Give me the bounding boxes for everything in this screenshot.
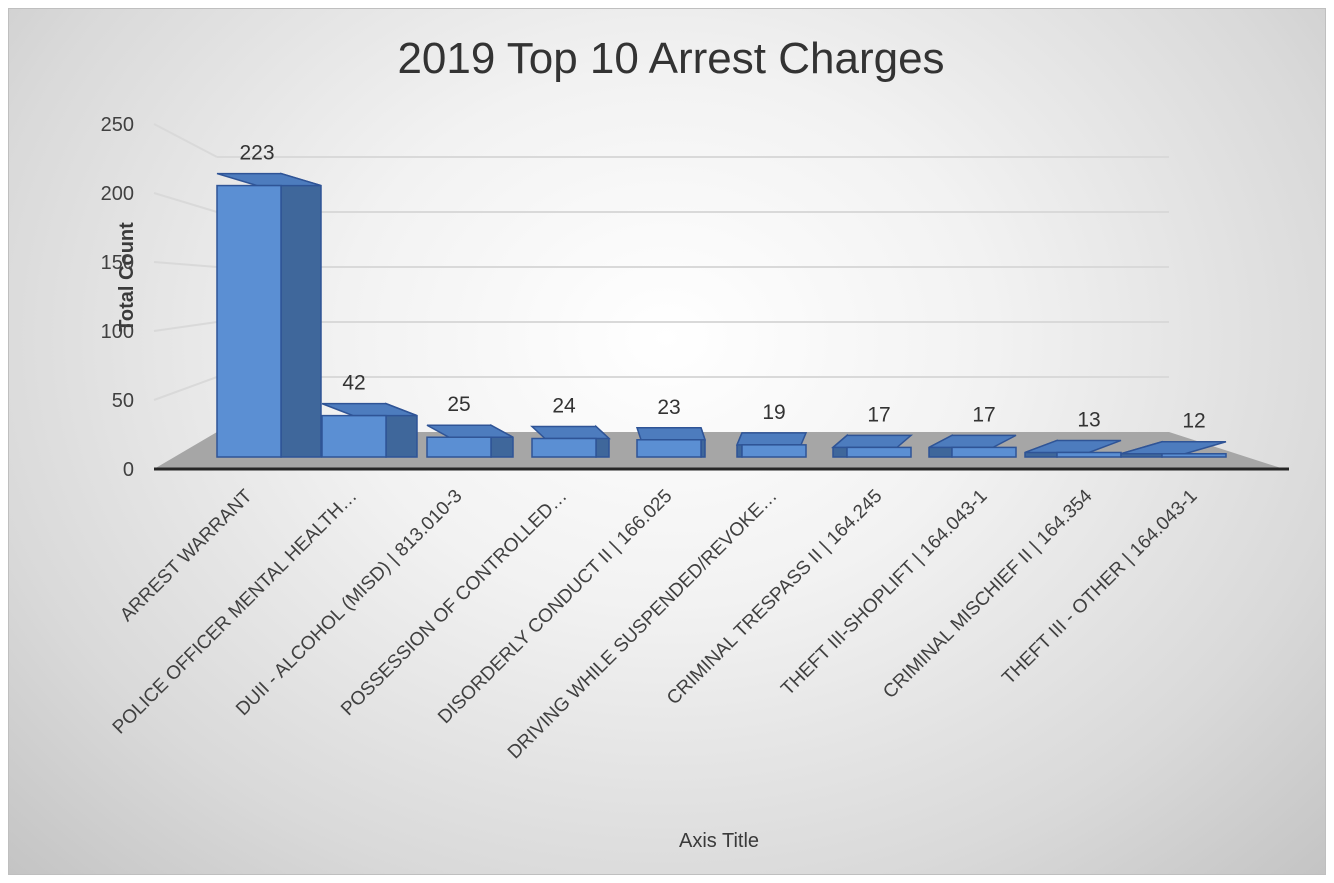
y-tick-label: 200 [101, 183, 134, 205]
chart-title: 2019 Top 10 Arrest Charges [397, 34, 944, 83]
bar-top-face [635, 427, 707, 441]
bar [321, 402, 418, 458]
x-axis-title: Axis Title [679, 830, 759, 852]
bar-front-face [636, 439, 702, 458]
bar-front-face [531, 437, 597, 458]
bar [426, 423, 514, 458]
y-tick-label: 100 [101, 321, 134, 343]
y-axis-title: Total Count [116, 222, 138, 332]
bar [530, 424, 611, 458]
bar-front-face [741, 444, 807, 458]
bar-top-face [735, 432, 808, 446]
bar-top-face [830, 434, 914, 449]
data-label: 23 [657, 396, 680, 419]
y-tick-label: 0 [123, 459, 134, 481]
bar [1024, 439, 1122, 458]
y-tick-label: 250 [101, 114, 134, 136]
category-label: POLICE OFFICER MENTAL HEALTH… [109, 486, 362, 739]
category-label: CRIMINAL MISCHIEF II | 164.354 [879, 485, 1096, 702]
bar-front-face [951, 446, 1017, 458]
bar-front-face [321, 414, 387, 458]
data-label: 13 [1077, 408, 1100, 431]
bar-front-face [216, 184, 282, 458]
gridline-connector [153, 321, 218, 332]
y-tick-label: 50 [112, 390, 134, 412]
bar-chart-3d: 2019 Top 10 Arrest Charges Total Count A… [101, 34, 1289, 852]
bar-front-face [1056, 451, 1122, 458]
bar-top-face [426, 424, 514, 438]
gridline-connector [153, 261, 218, 268]
category-label: THEFT III-SHOPLIFT | 164.043-1 [777, 486, 991, 700]
gridline-connector [153, 376, 218, 401]
y-tick-label: 150 [101, 252, 134, 274]
data-label: 17 [867, 403, 890, 426]
data-label: 25 [447, 393, 470, 416]
bar [830, 433, 914, 458]
bar [928, 434, 1017, 458]
gridline-connector [153, 192, 218, 213]
bar-top-face [321, 402, 418, 417]
bar-top-face [530, 425, 611, 440]
category-label: CRIMINAL TRESPASS II | 164.245 [663, 486, 886, 709]
bar-front-face [426, 436, 492, 458]
data-label: 17 [972, 403, 995, 426]
category-label: DISORDERLY CONDUCT II | 166.025 [434, 486, 676, 728]
bar-side-face [280, 172, 322, 458]
category-label: THEFT III - OTHER | 164.043-1 [998, 486, 1201, 689]
bar [1120, 440, 1227, 458]
category-label: POSSESSION OF CONTROLLED… [337, 486, 571, 720]
data-label: 12 [1182, 410, 1205, 433]
bar-front-face [846, 446, 912, 458]
bar [735, 432, 808, 458]
bar [216, 172, 322, 458]
data-label: 42 [342, 372, 365, 395]
bar-front-face [1161, 452, 1227, 458]
bar [635, 427, 707, 458]
data-label: 19 [762, 401, 785, 424]
data-label: 24 [552, 394, 576, 417]
category-label: DUII - ALCOHOL (MISD) | 813.010-3 [232, 486, 466, 720]
bar-top-face [216, 172, 322, 187]
gridline-connector [153, 123, 218, 158]
chart-frame: 2019 Top 10 Arrest Charges Total Count A… [8, 8, 1326, 875]
data-label: 223 [239, 142, 274, 165]
